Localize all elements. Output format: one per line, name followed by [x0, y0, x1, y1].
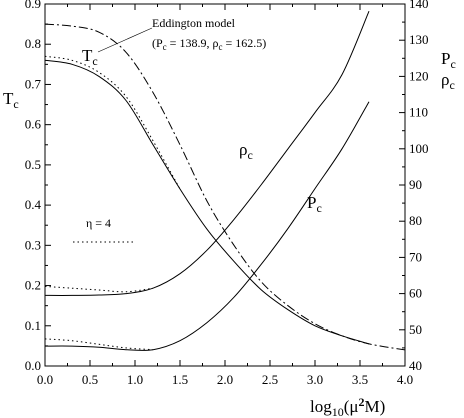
eddington-values: (Pc = 138.9, ρc = 162.5) [152, 36, 266, 52]
y-left-tick-label: 0.9 [25, 0, 41, 11]
y-left-tick-label: 0.6 [25, 117, 42, 132]
x-tick-label: 1.0 [127, 372, 143, 387]
series-line-2-dashdot [44, 23, 406, 351]
curve-label-pc: Pc [307, 193, 322, 215]
series-line-1-dotted [44, 55, 181, 190]
y-left-tick-label: 0.5 [25, 157, 41, 172]
y-right-tick-label: 100 [409, 141, 429, 156]
y-left-tick-label: 0.2 [25, 278, 41, 293]
legend-eta-label: η = 4 [86, 216, 111, 230]
x-tick-label: 2.5 [262, 372, 278, 387]
x-tick-label: 2.0 [217, 372, 233, 387]
y-left-tick-label: 0.3 [25, 237, 41, 252]
y-right-label-pc: Pc [441, 49, 456, 71]
y-left-tick-label: 0.4 [25, 197, 42, 212]
y-right-tick-label: 40 [409, 358, 422, 373]
y-left-tick-label: 0.1 [25, 318, 41, 333]
y-right-label-rhoc: ρc [441, 70, 455, 92]
y-right-tick-label: 70 [409, 249, 422, 264]
ticks [44, 3, 406, 367]
x-tick-label: 0.0 [37, 372, 53, 387]
y-right-tick-label: 50 [409, 322, 422, 337]
y-right-tick-label: 120 [409, 68, 429, 83]
eddington-label: Eddington model [152, 16, 236, 30]
x-tick-label: 0.5 [82, 372, 98, 387]
x-tick-label: 1.5 [172, 372, 188, 387]
y-right-tick-label: 60 [409, 286, 422, 301]
curve-label-tc: Tc [82, 46, 98, 68]
x-axis-label: log10(μ2M) [310, 395, 385, 418]
x-tick-label: 3.5 [352, 372, 368, 387]
curves [44, 11, 406, 351]
series-line-6-dotted [44, 338, 154, 351]
y-right-tick-label: 130 [409, 32, 429, 47]
series-line-4-dotted [44, 285, 154, 293]
y-right-tick-label: 80 [409, 213, 422, 228]
tick-labels: 0.0 0.5 1.0 1.5 2.0 2.5 3.0 3.5 4.0 0.0 0.1 0.2 0.3 0… [25, 0, 429, 387]
y-right-tick-label: 90 [409, 177, 422, 192]
y-left-tick-label: 0.7 [25, 76, 42, 91]
curve-label-rhoc: ρc [239, 140, 253, 162]
y-right-tick-label: 110 [409, 105, 428, 120]
series-line-0-solid [44, 59, 370, 345]
eddington-pointer [97, 27, 153, 53]
plot-frame [44, 3, 406, 367]
y-right-tick-label: 140 [409, 0, 429, 11]
y-left-tick-label: 0.8 [25, 36, 41, 51]
x-tick-label: 3.0 [307, 372, 323, 387]
series-line-3-solid [44, 11, 370, 296]
y-left-tick-label: 0.0 [25, 358, 41, 373]
series-line-5-solid [44, 101, 370, 351]
y-left-label: Tc [3, 89, 19, 111]
x-tick-label: 4.0 [397, 372, 413, 387]
